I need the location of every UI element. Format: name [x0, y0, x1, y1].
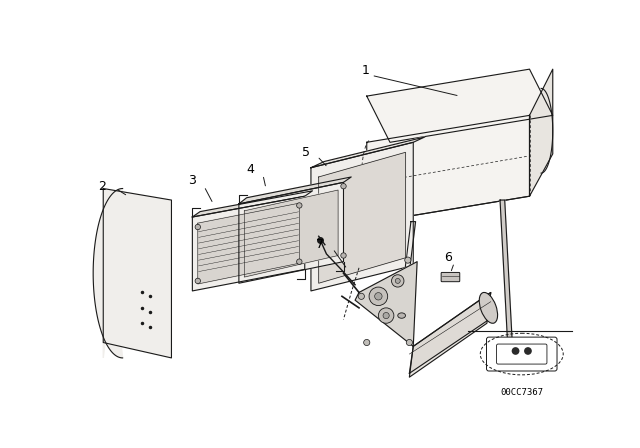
- Text: 00CC7367: 00CC7367: [500, 388, 543, 397]
- Polygon shape: [355, 262, 417, 346]
- Polygon shape: [311, 142, 413, 291]
- Circle shape: [296, 259, 302, 264]
- Circle shape: [340, 253, 346, 258]
- Text: 5: 5: [302, 146, 310, 159]
- Ellipse shape: [397, 313, 406, 318]
- Polygon shape: [93, 189, 123, 358]
- Circle shape: [383, 313, 389, 319]
- Circle shape: [195, 278, 200, 284]
- Circle shape: [358, 293, 364, 299]
- Polygon shape: [198, 203, 300, 284]
- Circle shape: [524, 347, 532, 355]
- Text: 1: 1: [361, 64, 369, 77]
- Polygon shape: [311, 137, 425, 168]
- FancyBboxPatch shape: [441, 272, 460, 282]
- Circle shape: [195, 224, 200, 230]
- Polygon shape: [500, 200, 513, 346]
- Text: 6: 6: [444, 251, 452, 264]
- Polygon shape: [367, 116, 529, 223]
- Text: 4: 4: [246, 163, 255, 176]
- Polygon shape: [193, 191, 312, 217]
- Text: 7: 7: [316, 238, 324, 251]
- Circle shape: [406, 340, 412, 345]
- Polygon shape: [193, 196, 305, 291]
- Circle shape: [364, 340, 370, 345]
- Circle shape: [374, 293, 382, 300]
- FancyBboxPatch shape: [497, 344, 547, 364]
- Polygon shape: [367, 69, 553, 142]
- Circle shape: [392, 275, 404, 287]
- FancyBboxPatch shape: [486, 337, 557, 371]
- Polygon shape: [319, 152, 406, 283]
- Polygon shape: [239, 177, 351, 204]
- Polygon shape: [239, 182, 344, 283]
- Text: 3: 3: [188, 174, 196, 187]
- Circle shape: [511, 347, 520, 355]
- Circle shape: [378, 308, 394, 323]
- Polygon shape: [244, 190, 338, 277]
- Polygon shape: [410, 293, 491, 373]
- Ellipse shape: [479, 293, 497, 323]
- Polygon shape: [529, 69, 553, 196]
- Circle shape: [396, 279, 400, 284]
- Polygon shape: [410, 293, 491, 377]
- Ellipse shape: [506, 344, 514, 349]
- Circle shape: [404, 257, 411, 263]
- Circle shape: [340, 184, 346, 189]
- Circle shape: [369, 287, 388, 306]
- Text: 2: 2: [98, 180, 106, 193]
- Polygon shape: [399, 222, 415, 315]
- Circle shape: [296, 203, 302, 208]
- Polygon shape: [103, 189, 172, 358]
